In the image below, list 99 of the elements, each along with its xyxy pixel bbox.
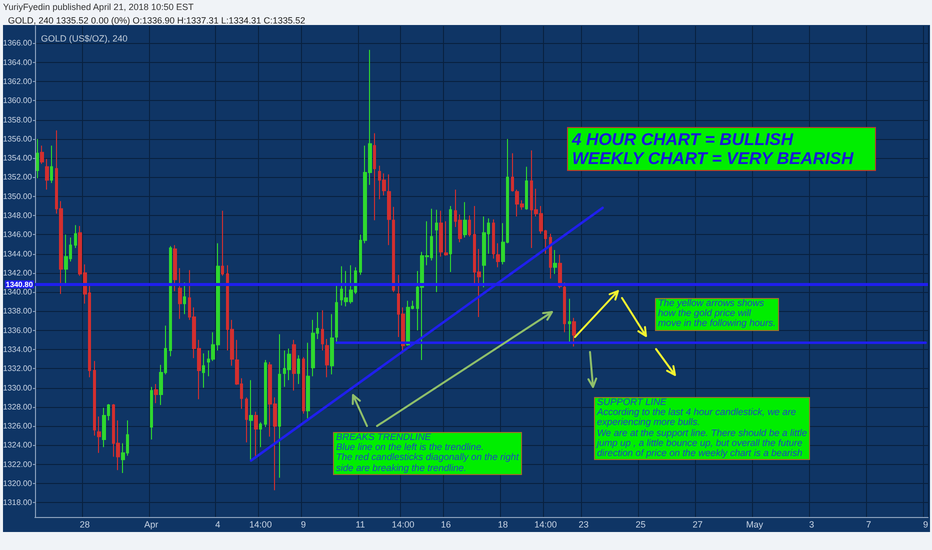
candlestick bbox=[169, 246, 172, 357]
candlestick bbox=[572, 317, 576, 348]
candlestick bbox=[154, 383, 158, 404]
candlestick bbox=[387, 174, 391, 246]
y-tick-label: 1356.00 bbox=[2, 134, 32, 144]
candlestick bbox=[392, 206, 395, 293]
y-tick-label: 1334.00 bbox=[2, 345, 32, 354]
x-tick-label: 3 bbox=[809, 520, 814, 530]
x-tick-label: 9 bbox=[300, 520, 306, 530]
candlestick bbox=[568, 298, 571, 342]
x-tick-label: 9 bbox=[923, 520, 928, 530]
candlestick bbox=[249, 380, 253, 460]
x-tick-label: 14:00 bbox=[249, 520, 272, 530]
candlestick bbox=[449, 205, 452, 272]
candlestick bbox=[150, 386, 153, 440]
candlestick bbox=[468, 215, 471, 238]
y-tick-label: 1332.00 bbox=[2, 364, 32, 374]
x-tick-label: 14:00 bbox=[534, 520, 557, 530]
candlestick bbox=[264, 360, 267, 428]
candlestick bbox=[40, 145, 44, 164]
y-tick-label: 1364.00 bbox=[2, 58, 32, 67]
candlestick bbox=[45, 158, 49, 190]
y-tick-label: 1342.00 bbox=[2, 268, 32, 278]
annotation: 4 HOUR CHART = BULLISH WEEKLY CHART = VERY BEARISH bbox=[567, 127, 876, 171]
candlestick bbox=[278, 334, 281, 478]
y-tick-label: 1318.00 bbox=[2, 498, 32, 508]
candlestick bbox=[511, 152, 514, 192]
x-tick-label: 4 bbox=[215, 520, 220, 530]
y-tick-label: 1352.00 bbox=[2, 172, 32, 182]
x-tick-label: 23 bbox=[578, 520, 589, 530]
text: GOLD (US$/OZ), 240 bbox=[41, 34, 128, 44]
chart-subtitle: GOLD, 240 1335.52 0.00 (0%) O:1336.90 H:1337.31 L:1334.31 C:1335.52 bbox=[8, 16, 306, 26]
candlestick bbox=[50, 145, 53, 184]
candlestick bbox=[406, 300, 410, 346]
candlestick bbox=[482, 216, 486, 288]
candlestick bbox=[306, 342, 310, 419]
y-tick-label: 1350.00 bbox=[2, 192, 32, 201]
y-tick-label: 1344.00 bbox=[2, 249, 32, 258]
x-tick-label: 27 bbox=[692, 520, 703, 530]
candlestick bbox=[325, 338, 329, 378]
x-tick-label: 28 bbox=[80, 520, 90, 530]
annotation: The yellow arrows shows how the gold price will move in the following hours. bbox=[655, 298, 779, 331]
x-tick-label: 16 bbox=[440, 520, 451, 530]
candlestick bbox=[102, 407, 106, 448]
candlestick bbox=[245, 396, 248, 443]
candlestick bbox=[321, 310, 324, 351]
candlestick bbox=[259, 422, 262, 448]
candlestick bbox=[74, 224, 77, 249]
candlestick bbox=[93, 360, 96, 436]
candlestick bbox=[553, 249, 557, 274]
y-tick-label: 1338.00 bbox=[2, 306, 32, 316]
y-tick-label: 1330.00 bbox=[2, 383, 32, 392]
candlestick bbox=[221, 210, 224, 276]
candlestick bbox=[373, 132, 376, 221]
x-tick-label: May bbox=[746, 520, 764, 530]
y-tick-label: 1366.00 bbox=[2, 38, 32, 48]
y-tick-label: 1348.00 bbox=[2, 211, 32, 220]
annotation: BREAKS TRENDLINE Blue line on the left is the trendline. The red candlesticks diagonally on the right side are breaking the trendline. bbox=[333, 432, 522, 475]
x-tick-label: 7 bbox=[866, 520, 872, 530]
y-tick-label: 1346.00 bbox=[2, 230, 32, 240]
candlestick bbox=[97, 416, 101, 454]
y-tick-label: 1336.00 bbox=[2, 326, 32, 335]
candlestick bbox=[444, 220, 448, 256]
candlestick bbox=[492, 218, 495, 260]
candlestick bbox=[178, 268, 182, 320]
x-tick-label: 11 bbox=[356, 520, 365, 530]
candlestick bbox=[183, 282, 186, 315]
x-tick-label: 14:00 bbox=[392, 520, 414, 530]
annotation: SUPPORT LINE According to the last 4 hour candlestick, we are experiencing more bulls. We are at the support line. There should be a little jump up , a little bounce up, but overall the future direction of price on the weekly chart is a bearish bbox=[594, 397, 810, 460]
y-tick-label: 1326.00 bbox=[2, 422, 32, 431]
text: YuriyFyedin published April 21, 2018 10:50 EST bbox=[3, 2, 194, 13]
candlestick bbox=[330, 314, 334, 375]
y-tick-label: 1322.00 bbox=[2, 460, 32, 469]
y-tick-label: 1324.00 bbox=[2, 440, 32, 450]
y-tick-label: 1358.00 bbox=[2, 115, 32, 124]
candlestick bbox=[435, 209, 438, 293]
y-tick-label: 1328.00 bbox=[2, 402, 32, 412]
candlestick bbox=[549, 233, 552, 280]
candlestick bbox=[297, 354, 300, 384]
y-tick-label: 1354.00 bbox=[2, 154, 32, 163]
candlestick bbox=[302, 356, 305, 414]
candlestick bbox=[439, 210, 443, 258]
x-tick-label: 18 bbox=[498, 520, 508, 530]
candlestick bbox=[292, 339, 296, 392]
y-tick-label: 1362.00 bbox=[2, 77, 32, 86]
y-tick-label: 1340.00 bbox=[2, 288, 32, 297]
y-tick-label: 1320.00 bbox=[2, 479, 32, 488]
candlestick bbox=[254, 411, 258, 458]
candlestick bbox=[173, 244, 177, 292]
x-tick-label: 25 bbox=[636, 520, 646, 530]
x-tick-label: Apr bbox=[144, 520, 158, 530]
candlestick bbox=[36, 138, 39, 179]
candlestick bbox=[202, 352, 205, 388]
candlestick bbox=[64, 234, 68, 284]
candlestick bbox=[563, 282, 566, 333]
candlestick bbox=[463, 202, 467, 238]
candlestick bbox=[496, 242, 500, 268]
candlestick bbox=[525, 166, 528, 210]
y-tick-label: 1360.00 bbox=[2, 96, 32, 106]
